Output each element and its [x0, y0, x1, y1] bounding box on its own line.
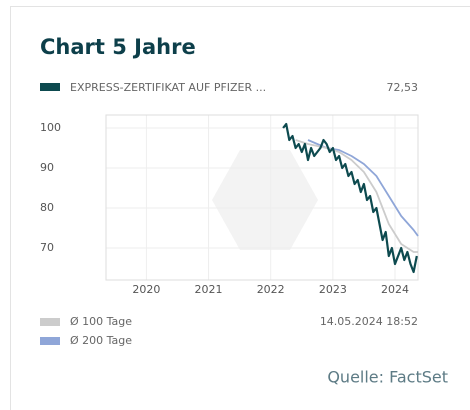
plot-frame: [105, 114, 419, 281]
line: [282, 122, 418, 274]
watermark: [212, 150, 318, 250]
y-tick-label: 90: [40, 161, 54, 174]
chart-title: Chart 5 Jahre: [40, 35, 196, 59]
y-tick-label: 100: [40, 121, 61, 134]
source: Quelle: FactSet: [327, 368, 448, 387]
legend-swatch: [40, 337, 60, 345]
x-tick-label: 2020: [132, 283, 160, 296]
legend-swatch: [40, 318, 60, 326]
legend-swatch: [40, 83, 60, 91]
x-tick-label: 2024: [381, 283, 409, 296]
x-tick-label: 2023: [319, 283, 347, 296]
plot: [105, 114, 419, 281]
legend-label: EXPRESS-ZERTIFIKAT AUF PFIZER ...: [70, 81, 266, 94]
y-tick-label: 80: [40, 201, 54, 214]
x-tick-label: 2022: [257, 283, 285, 296]
x-tick-label: 2021: [195, 283, 223, 296]
legend-label: Ø 200 Tage: [70, 334, 132, 347]
y-tick-label: 70: [40, 241, 54, 254]
legend-label: Ø 100 Tage: [70, 315, 132, 328]
timestamp: 14.05.2024 18:52: [320, 315, 418, 328]
legend-value: 72,53: [387, 81, 419, 94]
